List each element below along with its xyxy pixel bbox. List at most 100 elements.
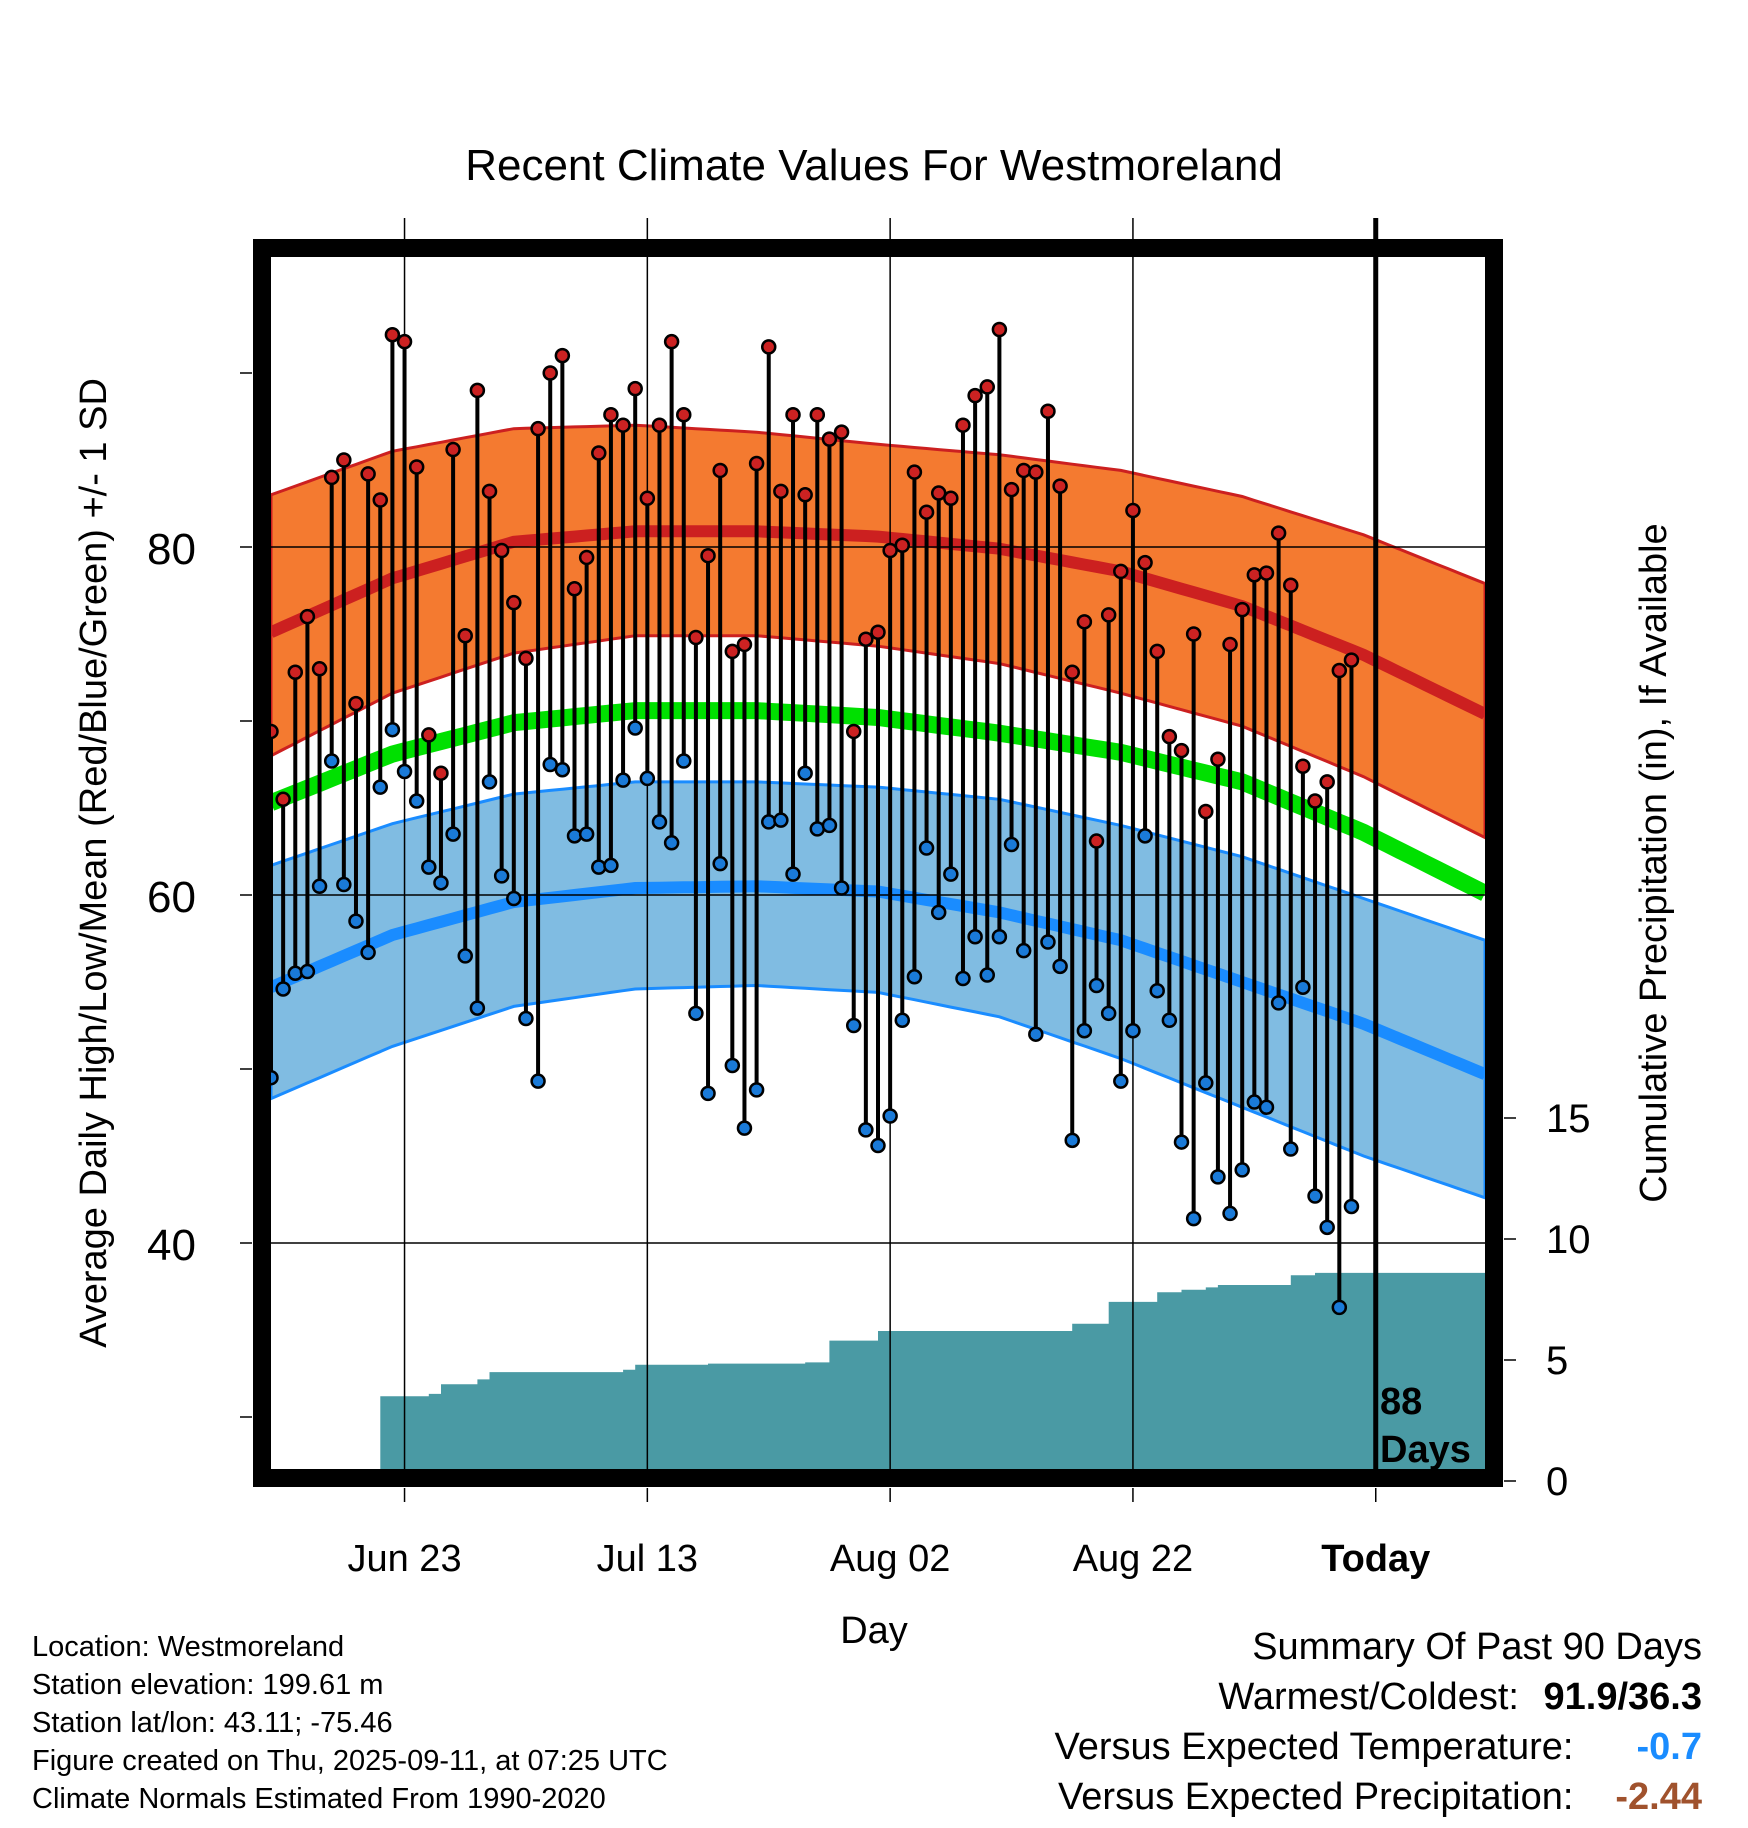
temp-value: -0.7 — [1636, 1726, 1702, 1768]
daily-low-point — [1198, 1075, 1214, 1091]
daily-low-point — [566, 828, 583, 844]
daily-low-point — [554, 761, 571, 778]
daily-low-point — [1258, 1099, 1275, 1116]
daily-high-point — [785, 407, 801, 423]
daily-low-point — [967, 929, 983, 945]
daily-high-point — [348, 695, 364, 712]
plot-frame — [253, 239, 1503, 1487]
daily-low-point — [1270, 995, 1287, 1011]
daily-low-point — [1113, 1073, 1129, 1089]
daily-high-point — [1015, 462, 1032, 479]
daily-low-point — [1064, 1132, 1080, 1149]
daily-low-point — [930, 904, 947, 921]
precip-value: -2.44 — [1615, 1776, 1702, 1818]
daily-high-point — [506, 594, 522, 611]
daily-observations — [263, 321, 1360, 1316]
daily-high-point — [299, 608, 316, 625]
daily-low-point — [1307, 1188, 1323, 1204]
daily-low-point — [724, 1057, 741, 1074]
daily-low-point — [287, 965, 304, 982]
daily-low-point — [736, 1120, 753, 1136]
daily-high-point — [833, 424, 850, 440]
daily-high-point — [967, 387, 983, 404]
daily-high-point — [1307, 793, 1323, 809]
daily-high-point — [1283, 577, 1299, 594]
daily-low-point — [1161, 1012, 1178, 1029]
daily-low-point — [663, 835, 680, 851]
daily-high-point — [943, 490, 959, 507]
daily-low-point — [1149, 982, 1165, 999]
daily-high-point — [1100, 607, 1117, 623]
daily-high-point — [639, 490, 656, 507]
y-tick-label-right: 5 — [1546, 1339, 1568, 1383]
daily-high-point — [421, 727, 437, 743]
daily-high-point — [1040, 403, 1056, 420]
daily-high-point — [311, 661, 328, 677]
daily-low-point — [603, 857, 619, 874]
daily-high-point — [1210, 751, 1226, 768]
daily-high-point — [1234, 601, 1250, 618]
daily-low-point — [1088, 977, 1105, 994]
info-location: Location: Westmoreland — [32, 1631, 345, 1663]
daily-high-point — [530, 420, 546, 437]
daily-high-point — [615, 417, 631, 433]
daily-high-point — [408, 459, 425, 475]
daily-low-point — [651, 814, 668, 830]
daily-low-point — [348, 913, 364, 929]
daily-high-point — [287, 664, 304, 681]
daily-low-point — [372, 779, 389, 795]
daily-high-point — [360, 466, 376, 482]
daily-low-point — [955, 970, 971, 987]
chart-title: Recent Climate Values For Westmoreland — [465, 141, 1283, 190]
daily-low-point — [408, 793, 425, 809]
daily-low-point — [311, 878, 328, 895]
daily-low-point — [1052, 958, 1068, 975]
daily-low-point — [421, 859, 437, 875]
daily-high-point — [894, 537, 911, 554]
info-elevation: Station elevation: 199.61 m — [32, 1669, 384, 1701]
y-axis-label-left: Average Daily High/Low/Mean (Red/Blue/Gr… — [73, 378, 115, 1348]
daily-high-point — [554, 347, 571, 364]
daily-high-point — [736, 636, 753, 653]
daily-low-point — [991, 929, 1008, 945]
summary-heading: Summary Of Past 90 Days — [1252, 1626, 1702, 1668]
days-unit-label: Days — [1380, 1429, 1471, 1471]
daily-low-point — [1015, 942, 1032, 959]
y-tick-label-right: 0 — [1546, 1460, 1568, 1504]
daily-low-point — [591, 859, 607, 875]
daily-low-point — [773, 812, 789, 828]
daily-high-point — [1331, 662, 1348, 679]
x-tick-label: Today — [1321, 1538, 1430, 1580]
warm-cold-value: 91.9/36.3 — [1543, 1676, 1702, 1718]
daily-low-point — [275, 981, 291, 997]
daily-low-point — [1331, 1299, 1348, 1316]
axes: 40 60 80 0 5 10 15 Jun 23 Jul 13 Aug 02 Aug 22 Toda… — [147, 372, 1591, 1580]
daily-low-point — [676, 753, 692, 769]
daily-high-point — [724, 643, 741, 660]
daily-low-point — [493, 868, 510, 884]
daily-high-point — [748, 455, 765, 472]
daily-high-point — [457, 627, 473, 644]
daily-high-point — [578, 549, 595, 566]
daily-high-point — [542, 365, 558, 381]
x-axis-label: Day — [840, 1610, 908, 1652]
daily-high-point — [396, 333, 413, 350]
summary-warm-cold: Warmest/Coldest: 91.9/36.3 — [1218, 1676, 1702, 1719]
daily-high-point — [870, 624, 886, 641]
daily-low-point — [384, 721, 401, 738]
daily-high-point — [651, 417, 668, 433]
daily-low-point — [1222, 1205, 1238, 1222]
summary-temp: Versus Expected Temperature: -0.7 — [1055, 1726, 1702, 1769]
days-count-label: 88 — [1380, 1381, 1422, 1423]
daily-high-point — [1113, 563, 1129, 580]
daily-low-point — [785, 866, 801, 882]
daily-low-point — [882, 1108, 898, 1124]
warm-cold-label: Warmest/Coldest: — [1218, 1676, 1519, 1718]
daily-low-point — [578, 826, 595, 842]
daily-high-point — [979, 379, 996, 395]
y-tick-label-right: 15 — [1546, 1097, 1591, 1141]
daily-high-point — [1003, 481, 1020, 498]
daily-high-point — [1173, 742, 1190, 759]
plot-area — [263, 218, 1498, 1481]
daily-low-point — [445, 826, 461, 842]
